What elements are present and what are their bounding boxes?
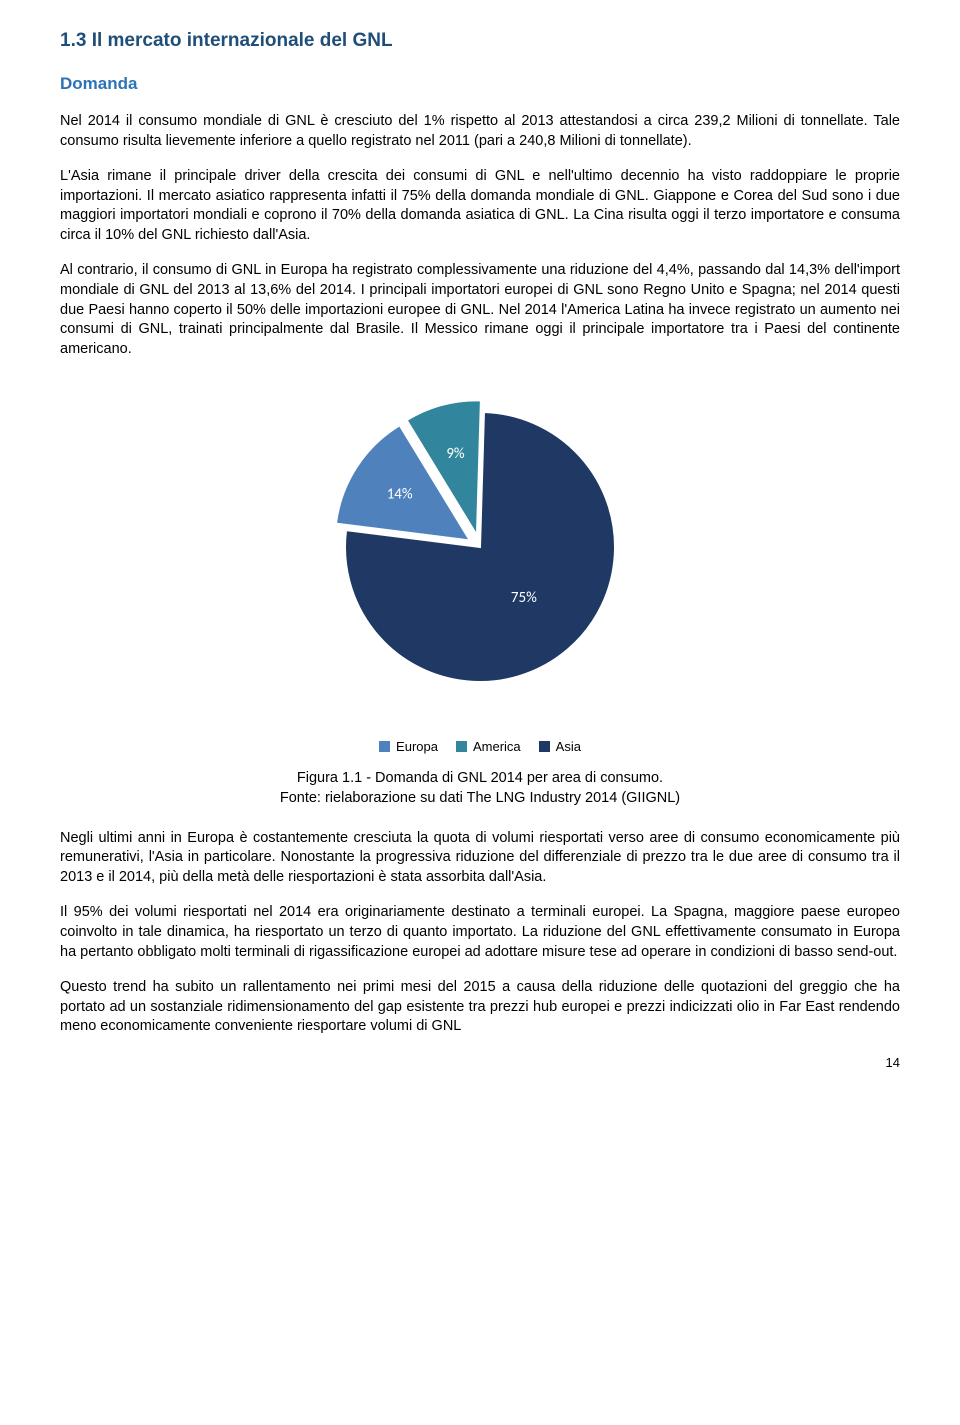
legend-label: Asia — [556, 739, 581, 754]
paragraph: Nel 2014 il consumo mondiale di GNL è cr… — [60, 112, 900, 151]
pie-chart-container: 14% 9% 75% Europa America Asia — [60, 377, 900, 754]
paragraph: Al contrario, il consumo di GNL in Europ… — [60, 261, 900, 359]
figure-caption: Figura 1.1 - Domanda di GNL 2014 per are… — [60, 768, 900, 809]
subheading-domanda: Domanda — [60, 74, 900, 94]
legend-item: Europa — [379, 739, 438, 754]
legend-item: Asia — [539, 739, 581, 754]
section-title: 1.3 Il mercato internazionale del GNL — [60, 30, 900, 52]
pie-chart: 14% 9% 75% — [310, 377, 650, 717]
legend-label: America — [473, 739, 521, 754]
legend-label: Europa — [396, 739, 438, 754]
legend-swatch — [456, 741, 467, 752]
caption-line: Figura 1.1 - Domanda di GNL 2014 per are… — [297, 770, 663, 786]
legend-item: America — [456, 739, 521, 754]
legend-swatch — [379, 741, 390, 752]
pie-slice-label: 9% — [446, 445, 465, 463]
paragraph: Questo trend ha subito un rallentamento … — [60, 978, 900, 1037]
pie-slice-label: 14% — [387, 486, 413, 504]
page-number: 14 — [60, 1055, 900, 1070]
chart-legend: Europa America Asia — [379, 739, 581, 754]
paragraph: Il 95% dei volumi riesportati nel 2014 e… — [60, 903, 900, 962]
pie-slice-label: 75% — [511, 589, 537, 607]
paragraph: L'Asia rimane il principale driver della… — [60, 167, 900, 245]
legend-swatch — [539, 741, 550, 752]
caption-line: Fonte: rielaborazione su dati The LNG In… — [280, 790, 680, 806]
paragraph: Negli ultimi anni in Europa è costanteme… — [60, 829, 900, 888]
